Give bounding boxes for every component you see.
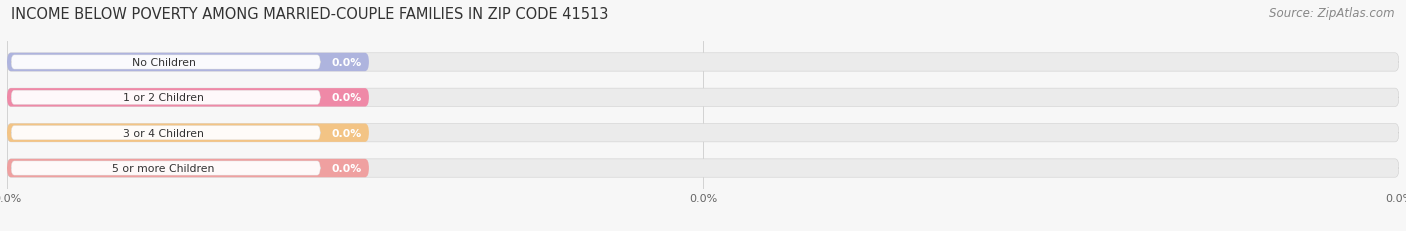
- FancyBboxPatch shape: [7, 124, 368, 142]
- Text: 3 or 4 Children: 3 or 4 Children: [124, 128, 204, 138]
- Text: 5 or more Children: 5 or more Children: [112, 163, 215, 173]
- Text: INCOME BELOW POVERTY AMONG MARRIED-COUPLE FAMILIES IN ZIP CODE 41513: INCOME BELOW POVERTY AMONG MARRIED-COUPL…: [11, 7, 609, 22]
- Text: 1 or 2 Children: 1 or 2 Children: [124, 93, 204, 103]
- FancyBboxPatch shape: [11, 161, 321, 175]
- Text: Source: ZipAtlas.com: Source: ZipAtlas.com: [1270, 7, 1395, 20]
- FancyBboxPatch shape: [7, 89, 368, 107]
- FancyBboxPatch shape: [7, 159, 368, 177]
- FancyBboxPatch shape: [7, 124, 1399, 142]
- FancyBboxPatch shape: [11, 91, 321, 105]
- FancyBboxPatch shape: [7, 54, 368, 72]
- Text: 0.0%: 0.0%: [332, 58, 361, 68]
- FancyBboxPatch shape: [7, 54, 1399, 72]
- Text: 0.0%: 0.0%: [332, 93, 361, 103]
- FancyBboxPatch shape: [7, 159, 1399, 177]
- FancyBboxPatch shape: [11, 56, 321, 70]
- Text: 0.0%: 0.0%: [332, 128, 361, 138]
- FancyBboxPatch shape: [11, 126, 321, 140]
- FancyBboxPatch shape: [7, 89, 1399, 107]
- Text: 0.0%: 0.0%: [332, 163, 361, 173]
- Text: No Children: No Children: [132, 58, 195, 68]
